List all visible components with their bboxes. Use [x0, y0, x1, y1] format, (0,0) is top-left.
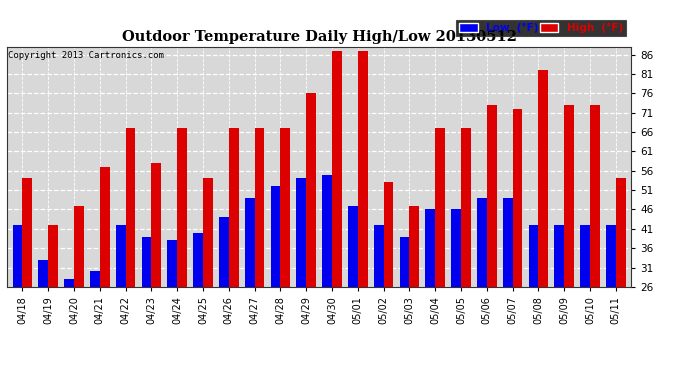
Bar	[564, 105, 574, 287]
Bar	[126, 128, 135, 287]
Bar	[503, 198, 513, 287]
Bar	[400, 237, 409, 287]
Bar	[193, 232, 203, 287]
Bar	[606, 225, 616, 287]
Bar	[255, 128, 264, 287]
Bar	[451, 210, 461, 287]
Legend: Low  (°F), High  (°F): Low (°F), High (°F)	[456, 20, 626, 36]
Bar	[487, 105, 497, 287]
Bar	[409, 206, 420, 287]
Bar	[322, 175, 332, 287]
Bar	[168, 240, 177, 287]
Bar	[48, 225, 58, 287]
Bar	[590, 105, 600, 287]
Bar	[426, 210, 435, 287]
Bar	[358, 51, 368, 287]
Bar	[74, 206, 83, 287]
Bar	[100, 167, 110, 287]
Bar	[270, 186, 280, 287]
Bar	[374, 225, 384, 287]
Bar	[22, 178, 32, 287]
Bar	[12, 225, 22, 287]
Bar	[580, 225, 590, 287]
Bar	[384, 182, 393, 287]
Bar	[141, 237, 151, 287]
Bar	[151, 163, 161, 287]
Title: Outdoor Temperature Daily High/Low 20130512: Outdoor Temperature Daily High/Low 20130…	[121, 30, 517, 44]
Bar	[39, 260, 48, 287]
Bar	[306, 93, 316, 287]
Bar	[348, 206, 358, 287]
Bar	[280, 128, 290, 287]
Bar	[513, 109, 522, 287]
Bar	[529, 225, 538, 287]
Bar	[90, 272, 100, 287]
Bar	[538, 70, 549, 287]
Bar	[616, 178, 626, 287]
Bar	[332, 51, 342, 287]
Text: Copyright 2013 Cartronics.com: Copyright 2013 Cartronics.com	[8, 51, 164, 60]
Bar	[435, 128, 445, 287]
Bar	[245, 198, 255, 287]
Bar	[555, 225, 564, 287]
Bar	[461, 128, 471, 287]
Bar	[229, 128, 239, 287]
Bar	[297, 178, 306, 287]
Bar	[177, 128, 187, 287]
Bar	[477, 198, 487, 287]
Bar	[64, 279, 74, 287]
Bar	[116, 225, 126, 287]
Bar	[219, 217, 229, 287]
Bar	[203, 178, 213, 287]
